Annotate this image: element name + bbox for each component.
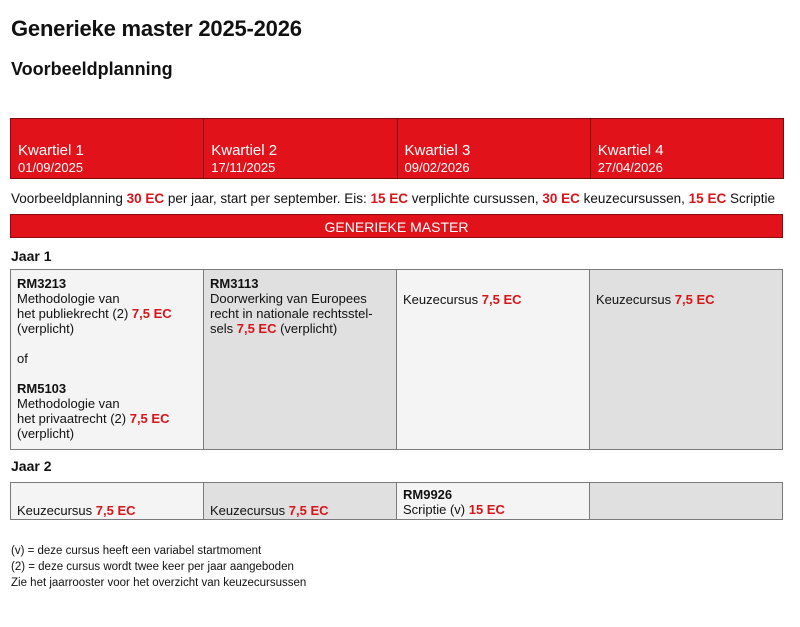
course-name: het publiekrecht (2) xyxy=(17,306,132,321)
course-requirement: (verplicht) xyxy=(276,321,338,336)
course-code: RM3213 xyxy=(17,276,67,291)
quarter-label: Kwartiel 3 xyxy=(404,142,471,159)
spacer xyxy=(17,336,197,351)
course-name: Keuzecursus xyxy=(596,292,675,307)
course-name: Keuzecursus xyxy=(17,503,96,518)
quarter-label: Kwartiel 1 xyxy=(18,142,84,159)
course-requirement: (verplicht) xyxy=(17,426,75,441)
year-2-quarter-1-cell: Keuzecursus 7,5 EC xyxy=(11,483,204,519)
footnote: (v) = deze cursus heeft een variabel sta… xyxy=(11,545,262,557)
course-name: sels xyxy=(210,321,237,336)
footnotes: (v) = deze cursus heeft een variabel sta… xyxy=(11,543,306,591)
ec-value: 7,5 EC xyxy=(129,411,170,426)
ec-value: 7,5 EC xyxy=(481,292,522,307)
year-2-quarter-3-cell: RM9926 Scriptie (v) 15 EC xyxy=(397,483,590,519)
ec-value: 7,5 EC xyxy=(674,292,715,307)
quarter-4: Kwartiel 4 27/04/2026 xyxy=(590,118,784,179)
ec-value: 7,5 EC xyxy=(95,503,136,518)
quarter-2: Kwartiel 2 17/11/2025 xyxy=(204,118,398,179)
course-name: recht in nationale rechtsstel- xyxy=(210,306,373,321)
footnote: Zie het jaarrooster voor het overzicht v… xyxy=(11,577,307,589)
ec-value: 15 EC xyxy=(370,191,409,206)
quarter-date: 01/09/2025 xyxy=(18,160,84,175)
ec-value: 15 EC xyxy=(468,502,505,517)
course-name: Methodologie van xyxy=(17,396,120,411)
course-code: RM3113 xyxy=(210,276,259,291)
ec-value: 7,5 EC xyxy=(288,503,329,518)
quarter-label: Kwartiel 2 xyxy=(211,142,278,159)
intro-part: Scriptie xyxy=(726,191,775,206)
year-2-quarter-2-cell: Keuzecursus 7,5 EC xyxy=(204,483,397,519)
intro-part: keuzecursussen, xyxy=(579,191,689,206)
intro-text: Voorbeeldplanning 30 EC per jaar, start … xyxy=(11,191,775,206)
course-name: Keuzecursus xyxy=(403,292,482,307)
year-2-grid: Keuzecursus 7,5 EC Keuzecursus 7,5 EC RM… xyxy=(10,482,783,520)
spacer xyxy=(17,366,197,381)
page-subtitle: Voorbeeldplanning xyxy=(11,59,173,79)
year-1-quarter-2-cell: RM3113 Doorwerking van Europees recht in… xyxy=(204,270,397,449)
year-1-quarter-3-cell: Keuzecursus 7,5 EC xyxy=(397,270,590,449)
or-separator: of xyxy=(17,351,28,366)
intro-part: per jaar, start per september. Eis: xyxy=(164,191,371,206)
quarter-3: Kwartiel 3 09/02/2026 xyxy=(397,118,591,179)
course-name: Doorwerking van Europees xyxy=(210,291,367,306)
course-name: Methodologie van xyxy=(17,291,120,306)
ec-value: 30 EC xyxy=(542,191,580,206)
quarter-1: Kwartiel 1 01/09/2025 xyxy=(11,118,205,179)
year-1-quarter-4-cell: Keuzecursus 7,5 EC xyxy=(590,270,783,449)
ec-value: 7,5 EC xyxy=(236,321,277,336)
course-name: Keuzecursus xyxy=(210,503,289,518)
quarter-date: 09/02/2026 xyxy=(404,160,470,175)
ec-value: 15 EC xyxy=(688,191,727,206)
ec-value: 7,5 EC xyxy=(131,306,172,321)
quarter-date: 17/11/2025 xyxy=(211,160,276,175)
course-code: RM5103 xyxy=(17,381,67,396)
course-requirement: (verplicht) xyxy=(17,321,75,336)
page-title: Generieke master 2025-2026 xyxy=(11,16,302,41)
footnote: (2) = deze cursus wordt twee keer per ja… xyxy=(11,561,294,573)
section-banner: GENERIEKE MASTER xyxy=(10,214,783,238)
course-code: RM9926 xyxy=(403,487,453,502)
year-1-grid: RM3213 Methodologie van het publiekrecht… xyxy=(10,269,783,450)
quarter-date: 27/04/2026 xyxy=(597,160,663,175)
year-2-quarter-4-cell xyxy=(590,483,783,519)
course-name: het privaatrecht (2) xyxy=(17,411,130,426)
course-name: Scriptie (v) xyxy=(403,502,469,517)
quarter-label: Kwartiel 4 xyxy=(597,142,664,159)
quarter-header: Kwartiel 1 01/09/2025 Kwartiel 2 17/11/2… xyxy=(10,118,784,179)
intro-part: Voorbeeldplanning xyxy=(11,191,127,206)
year-1-quarter-1-cell: RM3213 Methodologie van het publiekrecht… xyxy=(11,270,204,449)
intro-part: verplichte cursussen, xyxy=(408,191,543,206)
year-2-label: Jaar 2 xyxy=(11,458,52,474)
ec-value: 30 EC xyxy=(126,191,165,206)
year-1-label: Jaar 1 xyxy=(11,248,52,264)
